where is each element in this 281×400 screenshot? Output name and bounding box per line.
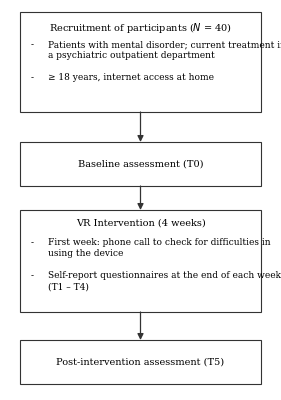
Text: Self-report questionnaires at the end of each week
(T1 – T4): Self-report questionnaires at the end of… (48, 271, 281, 291)
Text: Post-intervention assessment (T5): Post-intervention assessment (T5) (56, 358, 225, 366)
Text: -: - (31, 73, 34, 82)
Text: -: - (31, 271, 34, 280)
Text: First week: phone call to check for difficulties in
using the device: First week: phone call to check for diff… (48, 238, 270, 258)
Text: ≥ 18 years, internet access at home: ≥ 18 years, internet access at home (48, 73, 214, 82)
Text: Recruitment of participants ($\mathit{N}$ = 40): Recruitment of participants ($\mathit{N}… (49, 21, 232, 35)
Text: Patients with mental disorder; current treatment in
a psychiatric outpatient dep: Patients with mental disorder; current t… (48, 40, 281, 60)
Text: VR Intervention (4 weeks): VR Intervention (4 weeks) (76, 219, 205, 228)
Text: Baseline assessment (T0): Baseline assessment (T0) (78, 160, 203, 168)
Bar (20, 12, 261, 112)
Bar (20, 210, 261, 312)
Text: -: - (31, 40, 34, 49)
Text: -: - (31, 238, 34, 247)
Bar (20, 142, 261, 186)
Bar (20, 340, 261, 384)
